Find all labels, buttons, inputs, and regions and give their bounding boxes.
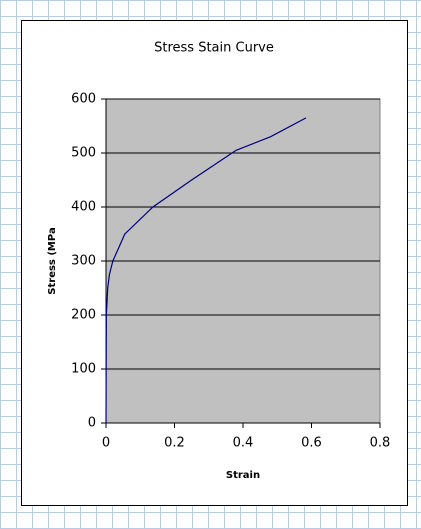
- y-tick-label: 400: [71, 200, 96, 215]
- x-tick-label: 0.2: [164, 436, 185, 451]
- y-tick-label: 200: [71, 308, 96, 323]
- y-tick-label: 500: [71, 146, 96, 161]
- x-tick-label: 0: [102, 436, 110, 451]
- y-tick-label: 600: [71, 92, 96, 107]
- chart-title: Stress Stain Curve: [154, 41, 274, 56]
- y-tick-label: 300: [71, 254, 96, 269]
- x-tick-label: 0.6: [301, 436, 322, 451]
- y-tick-label: 0: [88, 416, 96, 431]
- data-line: [105, 117, 307, 424]
- y-axis-title: Stress (MPa: [47, 227, 58, 294]
- x-tick-label: 0.4: [233, 436, 254, 451]
- x-tick-label: 0.8: [370, 436, 391, 451]
- y-tick-label: 100: [71, 362, 96, 377]
- x-axis-title: Strain: [226, 470, 260, 481]
